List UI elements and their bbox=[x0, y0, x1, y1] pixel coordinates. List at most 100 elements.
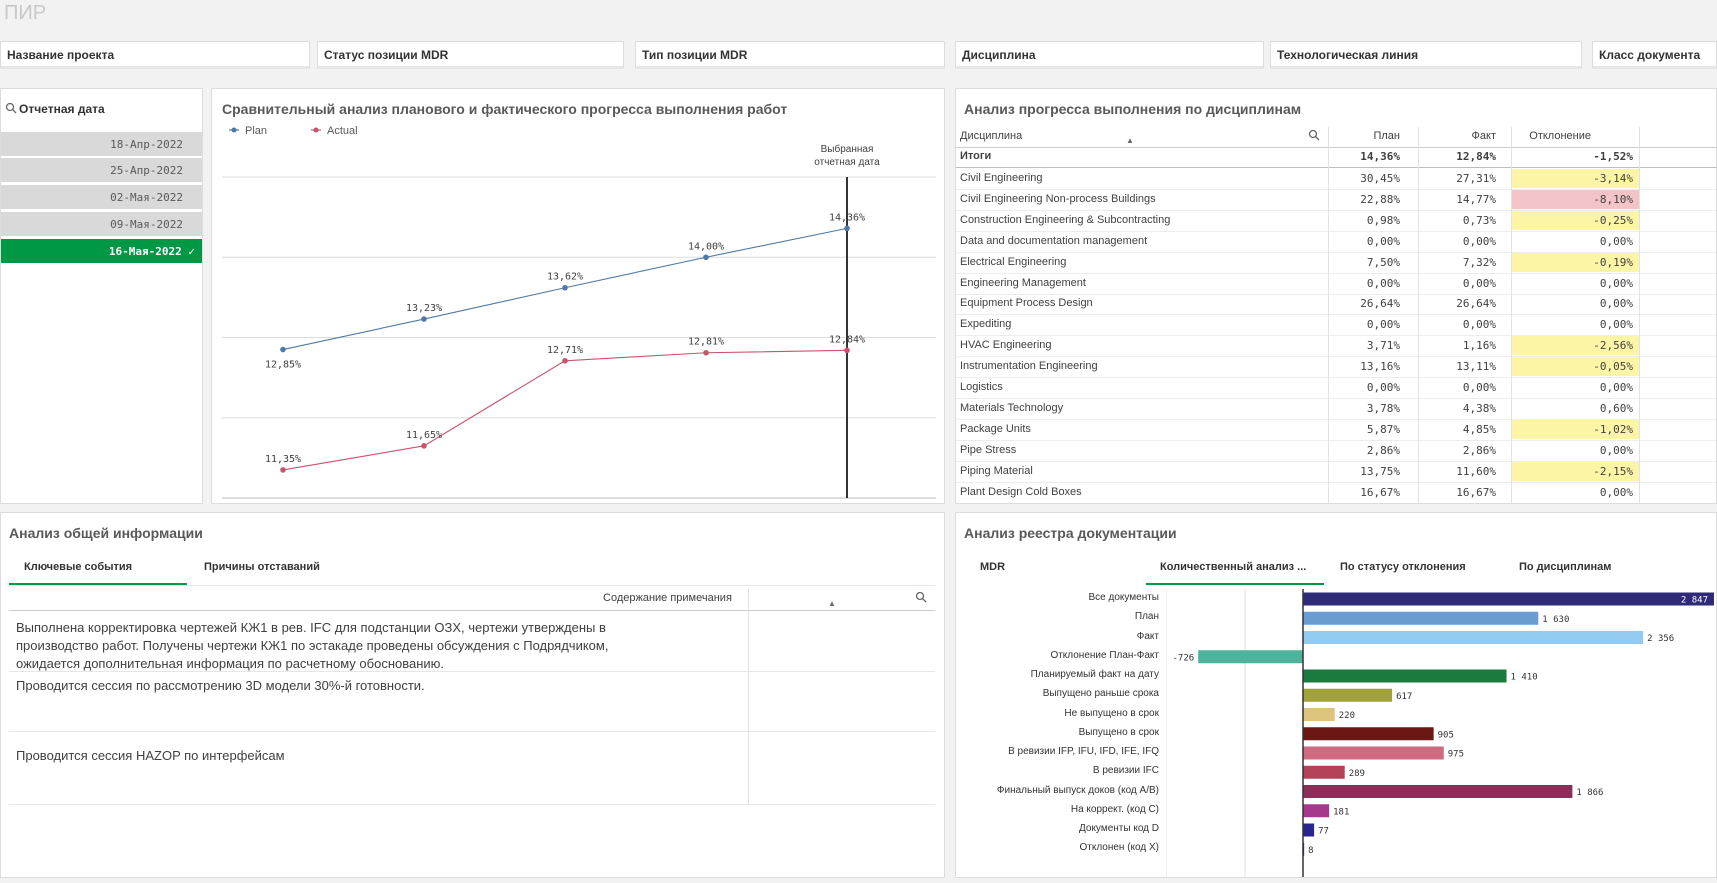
bar bbox=[1303, 727, 1434, 741]
data-label: 12,81% bbox=[688, 337, 724, 348]
bar bbox=[1303, 631, 1644, 644]
date-item[interactable]: 09-Мая-2022 bbox=[1, 212, 202, 237]
cell-discipline: Equipment Process Design bbox=[960, 297, 1093, 310]
filter-project-name[interactable]: Название проекта bbox=[0, 41, 310, 69]
bar-value-label: 617 bbox=[1396, 692, 1412, 702]
cell-fact: 0,00% bbox=[1462, 381, 1496, 394]
filter-discipline[interactable]: Дисциплина bbox=[955, 41, 1264, 69]
table-row[interactable]: Logistics 0,00% 0,00% 0,00% bbox=[956, 378, 1716, 399]
table-row[interactable]: Plant Design Cold Boxes 16,67% 16,67% 0,00% bbox=[956, 483, 1716, 503]
table-row[interactable]: Civil Engineering Non-process Buildings 2… bbox=[956, 189, 1716, 211]
date-item-selected[interactable]: 16-Мая-2022 ✓ bbox=[1, 239, 202, 264]
table-row[interactable]: Data and documentation management 0,00% 0,… bbox=[956, 232, 1716, 253]
tab-by-discipline[interactable]: По дисциплинам bbox=[1519, 561, 1612, 573]
cell-discipline: Plant Design Cold Boxes bbox=[960, 485, 1082, 498]
cell-fact: 14,77% bbox=[1456, 192, 1496, 206]
bar-category-label: На коррект. (код С) bbox=[1070, 803, 1159, 815]
table-row[interactable]: Expediting 0,00% 0,00% 0,00% bbox=[956, 315, 1716, 337]
filter-doc-class[interactable]: Класс документа bbox=[1592, 41, 1717, 69]
check-icon: ✓ bbox=[188, 245, 195, 258]
tab-quantitative[interactable]: Количественный анализ ... bbox=[1160, 561, 1307, 573]
tab-key-events[interactable]: Ключевые события bbox=[24, 561, 133, 573]
bar-value-label: 2 847 bbox=[1681, 596, 1708, 606]
table-row[interactable]: Engineering Management 0,00% 0,00% 0,00% bbox=[956, 274, 1716, 295]
table-row[interactable]: Electrical Engineering 7,50% 7,32% -0,19% bbox=[956, 252, 1716, 274]
data-label: 13,62% bbox=[547, 272, 583, 283]
filter-mdr-type[interactable]: Тип позиции MDR bbox=[635, 41, 945, 69]
tab-by-deviation-status[interactable]: По статусу отклонения bbox=[1340, 561, 1466, 573]
data-point bbox=[280, 346, 286, 353]
bar bbox=[1303, 688, 1393, 702]
table-row[interactable]: Pipe Stress 2,86% 2,86% 0,00% bbox=[956, 441, 1716, 462]
header-deviation[interactable]: Отклонение bbox=[1529, 130, 1591, 142]
cell-deviation: 0,60% bbox=[1599, 401, 1633, 415]
cell-plan: 3,71% bbox=[1366, 339, 1400, 353]
table-row[interactable]: Package Units 5,87% 4,85% -1,02% bbox=[956, 419, 1716, 441]
cell-discipline: HVAC Engineering bbox=[960, 339, 1052, 352]
filter-tech-line[interactable]: Технологическая линия bbox=[1270, 41, 1582, 69]
cell-discipline: Piping Material bbox=[960, 464, 1033, 477]
bar-value-label: 975 bbox=[1448, 750, 1464, 760]
bar-value-label: 1 410 bbox=[1511, 673, 1538, 683]
search-icon[interactable] bbox=[5, 102, 17, 117]
cell-deviation: 0,00% bbox=[1599, 297, 1633, 311]
table-row[interactable]: Materials Technology 3,78% 4,38% 0,60% bbox=[956, 399, 1716, 420]
bar bbox=[1303, 592, 1714, 606]
sort-icon[interactable]: ▲ bbox=[828, 599, 836, 608]
data-label: 13,23% bbox=[406, 303, 442, 314]
legend-marker bbox=[313, 127, 319, 133]
cell-fact: 4,85% bbox=[1462, 422, 1496, 436]
note-text: Проводится сессия HAZOP по интерфейсам bbox=[16, 748, 285, 763]
table-row[interactable]: HVAC Engineering 3,71% 1,16% -2,56% bbox=[956, 336, 1716, 358]
cell-deviation: 0,00% bbox=[1599, 443, 1633, 457]
bar-value-label: 77 bbox=[1318, 827, 1329, 837]
bar-value-label: 2 356 bbox=[1647, 634, 1674, 644]
cell-plan: 13,75% bbox=[1360, 464, 1400, 478]
search-icon[interactable] bbox=[1308, 129, 1320, 144]
header-fact[interactable]: Факт bbox=[1471, 130, 1496, 142]
date-list-panel: Отчетная дата 18-Апр-2022 25-Апр-2022 02… bbox=[0, 88, 203, 504]
note-text: Выполнена корректировка чертежей КЖ1 в р… bbox=[16, 620, 609, 671]
table-row[interactable]: Instrumentation Engineering 13,16% 13,11% -… bbox=[956, 357, 1716, 379]
date-item[interactable]: 02-Мая-2022 bbox=[1, 185, 202, 210]
cell-plan: 2,86% bbox=[1366, 443, 1400, 457]
table-totals-row[interactable]: Итоги 14,36% 12,84% -1,52% bbox=[956, 147, 1716, 168]
cell-fact: 13,11% bbox=[1456, 360, 1496, 374]
cell-fact: 27,31% bbox=[1456, 172, 1496, 185]
marker-label: отчетная дата bbox=[814, 157, 880, 168]
cell-discipline: Engineering Management bbox=[960, 276, 1086, 289]
search-icon[interactable] bbox=[915, 591, 927, 606]
bar-category-labels: Все документы План Факт Отклонение План-Фак… bbox=[956, 589, 1165, 877]
header-plan[interactable]: План bbox=[1373, 130, 1400, 142]
tab-mdr[interactable]: MDR bbox=[980, 561, 1006, 573]
discipline-table-panel: Анализ прогресса выполнения по дисциплин… bbox=[955, 88, 1717, 504]
data-label: 11,65% bbox=[406, 430, 442, 441]
note-row: Проводится сессия по рассмотрению 3D мод… bbox=[9, 671, 935, 732]
table-row[interactable]: Civil Engineering 30,45% 27,31% -3,14% bbox=[956, 169, 1716, 190]
cell-fact: 26,64% bbox=[1456, 297, 1496, 311]
legend-marker bbox=[231, 127, 237, 133]
date-item[interactable]: 18-Апр-2022 bbox=[1, 132, 202, 157]
notes-column-header[interactable]: Содержание примечания bbox=[603, 592, 732, 604]
cell-discipline: Instrumentation Engineering bbox=[960, 360, 1098, 373]
date-item[interactable]: 25-Апр-2022 bbox=[1, 158, 202, 183]
data-point bbox=[421, 316, 427, 322]
tab-delay-reasons[interactable]: Причины отставаний bbox=[204, 561, 320, 573]
table-row[interactable]: Equipment Process Design 26,64% 26,64% 0,00… bbox=[956, 294, 1716, 316]
legend-label: Plan bbox=[245, 125, 267, 137]
cell-fact: 2,86% bbox=[1462, 443, 1496, 457]
header-discipline[interactable]: Дисциплина bbox=[960, 130, 1023, 142]
filter-mdr-status[interactable]: Статус позиции MDR bbox=[317, 41, 624, 69]
bar-category-label: План bbox=[1134, 611, 1159, 623]
date-list-title: Отчетная дата bbox=[19, 102, 105, 116]
cell-fact: 12,84% bbox=[1456, 150, 1496, 163]
sort-icon[interactable]: ▲ bbox=[1126, 136, 1134, 145]
table-row[interactable]: Construction Engineering & Subcontractin… bbox=[956, 210, 1716, 232]
cell-plan: 22,88% bbox=[1360, 192, 1400, 206]
legend-label: Actual bbox=[327, 125, 358, 137]
cell-plan: 0,00% bbox=[1366, 318, 1400, 332]
cell-plan: 0,98% bbox=[1366, 213, 1400, 227]
note-text: Проводится сессия по рассмотрению 3D мод… bbox=[16, 678, 425, 693]
bar bbox=[1303, 823, 1315, 837]
table-row[interactable]: Piping Material 13,75% 11,60% -2,15% bbox=[956, 461, 1716, 483]
